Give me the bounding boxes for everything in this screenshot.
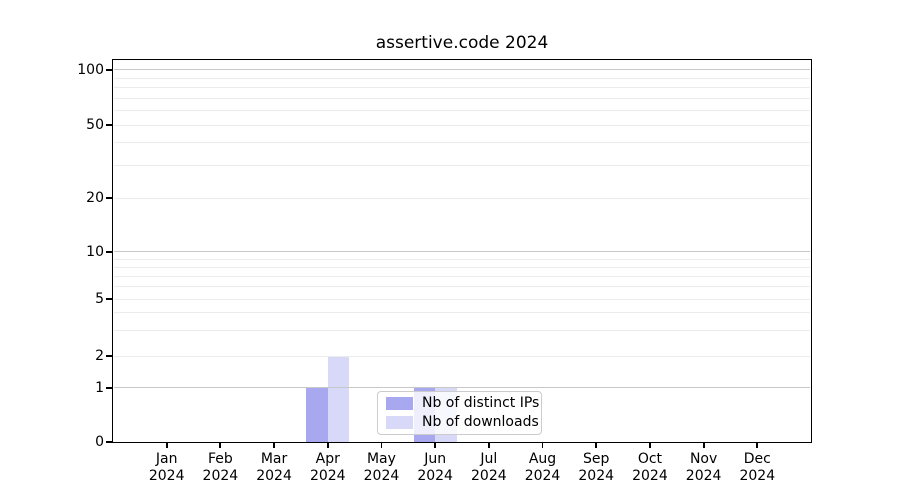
x-tick-label: Jan 2024 — [148, 451, 185, 484]
x-tick — [434, 442, 437, 448]
x-tick-label: Dec 2024 — [739, 451, 776, 484]
x-tick — [219, 442, 222, 448]
downloads-swatch — [386, 416, 413, 429]
minor-gridline — [114, 142, 810, 144]
x-tick-label: Mar 2024 — [256, 451, 292, 484]
y-tick — [106, 355, 113, 357]
minor-gridline — [114, 124, 810, 126]
x-tick-label: May 2024 — [363, 451, 400, 484]
y-tick — [106, 124, 113, 126]
y-tick — [106, 251, 113, 253]
y-tick-label: 50 — [86, 117, 104, 133]
major-gridline — [114, 69, 810, 71]
minor-gridline — [114, 286, 810, 288]
y-tick — [106, 441, 113, 443]
y-tick-label: 20 — [86, 190, 104, 206]
x-tick — [702, 442, 705, 448]
y-tick — [106, 197, 113, 199]
y-tick — [106, 298, 113, 300]
minor-gridline — [114, 298, 810, 300]
minor-gridline — [114, 165, 810, 167]
x-tick — [326, 442, 329, 448]
x-tick — [756, 442, 759, 448]
minor-gridline — [114, 355, 810, 357]
minor-gridline — [114, 266, 810, 268]
minor-gridline — [114, 87, 810, 89]
x-tick-label: Oct 2024 — [632, 451, 668, 484]
minor-gridline — [114, 275, 810, 277]
bar-distinct-ips — [306, 388, 328, 442]
x-tick-label: Aug 2024 — [524, 451, 561, 484]
bar-downloads — [327, 356, 350, 442]
x-tick-label: Nov 2024 — [685, 451, 722, 484]
x-tick — [487, 442, 490, 448]
minor-gridline — [114, 197, 810, 199]
legend: Nb of distinct IPs Nb of downloads — [377, 391, 542, 435]
distinct-ips-swatch — [386, 397, 413, 410]
minor-gridline — [114, 97, 810, 99]
y-tick-label: 100 — [77, 62, 104, 78]
x-tick — [649, 442, 651, 448]
minor-gridline — [114, 110, 810, 112]
legend-entry-downloads: Nb of downloads — [386, 415, 539, 430]
legend-label: Nb of distinct IPs — [422, 395, 540, 411]
y-tick-label: 0 — [95, 434, 104, 450]
y-tick — [106, 69, 113, 71]
y-tick — [106, 387, 113, 389]
y-tick-label: 10 — [86, 244, 104, 260]
x-tick — [380, 442, 383, 448]
x-tick-label: Jul 2024 — [471, 451, 507, 484]
major-gridline — [114, 251, 810, 253]
y-tick-label: 5 — [95, 291, 104, 307]
chart-title: assertive.code 2024 — [375, 33, 549, 53]
x-tick — [541, 442, 544, 448]
minor-gridline — [114, 258, 810, 260]
minor-gridline — [114, 312, 810, 314]
x-tick-label: Apr 2024 — [309, 451, 346, 484]
y-tick-label: 2 — [95, 348, 104, 364]
x-tick — [273, 442, 275, 448]
minor-gridline — [114, 330, 810, 332]
x-tick-label: Feb 2024 — [202, 451, 239, 484]
legend-label: Nb of downloads — [422, 414, 539, 430]
x-tick-label: Jun 2024 — [417, 451, 453, 484]
x-tick — [595, 442, 598, 448]
legend-entry-distinct-ips: Nb of distinct IPs — [386, 396, 539, 411]
x-tick — [165, 442, 168, 448]
major-gridline — [114, 387, 810, 389]
y-tick-label: 1 — [95, 380, 104, 396]
x-tick-label: Sep 2024 — [578, 451, 615, 484]
minor-gridline — [114, 77, 810, 79]
